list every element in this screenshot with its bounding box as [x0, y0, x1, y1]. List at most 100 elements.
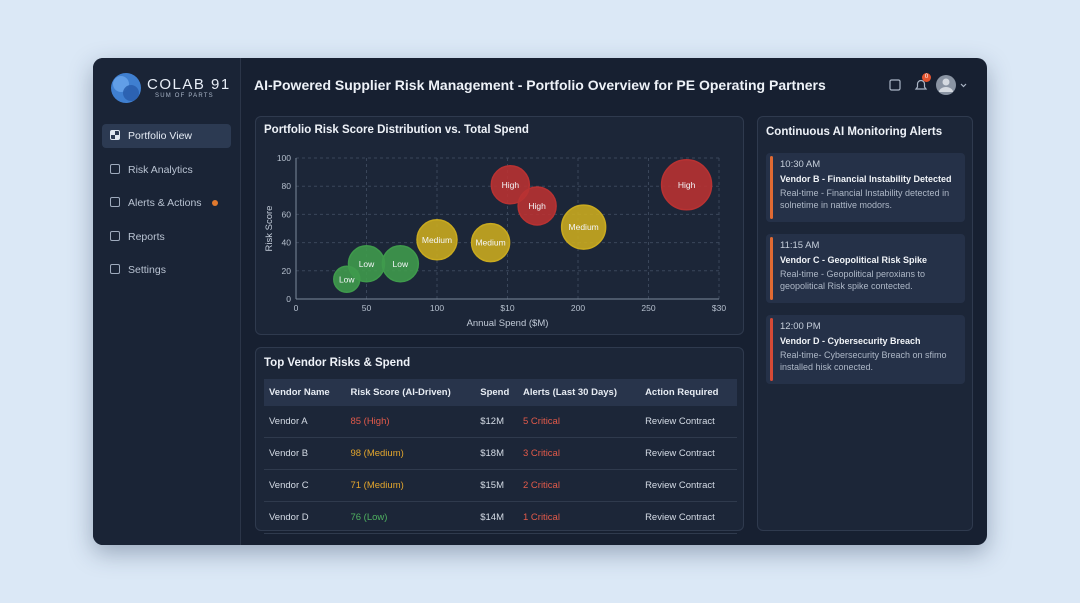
table-cell: Review Contract [640, 406, 737, 438]
alert-body: Real-time - Financial Instability detect… [780, 188, 950, 210]
table-cell: $12M [475, 406, 518, 438]
nav-label: Portfolio View [128, 130, 193, 142]
y-tick-label: 60 [282, 209, 292, 219]
nav-icon [110, 264, 120, 274]
nav-label: Reports [128, 230, 165, 243]
table-cell: Review Contract [640, 437, 737, 470]
nav-item[interactable]: Alerts & Actions [102, 191, 231, 215]
x-tick-label: 0 [294, 303, 299, 313]
bubble [416, 219, 458, 261]
bubble [381, 245, 420, 283]
nav-icon [110, 197, 120, 207]
x-tick-label: $30 [712, 303, 726, 313]
alert-card[interactable]: 10:30 AM Vendor B - Financial Instability… [766, 153, 965, 222]
alerts-panel: Continuous AI Monitoring Alerts 10:30 AM… [757, 116, 973, 531]
table-cell: 2 Critical [518, 469, 641, 502]
bubble [660, 159, 713, 211]
nav-item[interactable]: Risk Analytics [102, 158, 231, 182]
calendar-icon[interactable] [889, 79, 901, 91]
notification-badge: 0 [922, 73, 931, 82]
table-cell: $14M [475, 501, 518, 534]
alert-body: Real-time- Cybersecurity Breach on sfimo… [780, 350, 947, 372]
nav-label: Alerts & Actions [128, 197, 202, 209]
bubble-label: High [678, 180, 696, 190]
y-tick-label: 80 [282, 181, 292, 191]
column-header: Risk Score (AI-Driven) [345, 379, 476, 406]
bubble-label: Medium [422, 235, 452, 245]
menu-caret[interactable] [960, 83, 967, 88]
brand-name: COLAB 91 [147, 76, 231, 93]
nav-label: Risk Analytics [128, 163, 193, 176]
table-row: Vendor C 71 (Medium) $15M 2 Critical Review … [264, 469, 737, 502]
app-window: COLAB 91 SUM OF PARTS Portfolio View Risk… [93, 58, 987, 545]
bubble [560, 204, 607, 250]
table-cell: Vendor B [264, 437, 346, 470]
alert-time: 11:15 AM [780, 240, 820, 251]
table-cell: Vendor A [264, 406, 346, 438]
header-row: Vendor Name Risk Score (AI-Driven) Spend Al… [264, 379, 737, 406]
nav-item[interactable]: Reports [102, 225, 231, 249]
bubble [470, 222, 511, 263]
bubble-label: Medium [475, 238, 505, 248]
nav-icon [110, 230, 120, 241]
x-axis-label: Annual Spend ($M) [467, 318, 549, 329]
column-header: Alerts (Last 30 Days) [518, 379, 641, 406]
header-icons: 0 [888, 73, 978, 96]
x-tick-label: 50 [362, 303, 372, 313]
alert-title: Vendor D - Cybersecurity Breach [780, 336, 921, 346]
table-panel: Top Vendor Risks & Spend Vendor Name Risk… [255, 347, 744, 534]
table-row: Vendor A 85 (High) $12M 5 Critical Review Co… [264, 406, 737, 438]
header-icon-set [889, 75, 967, 95]
nav-item[interactable]: Settings [102, 258, 231, 282]
alert-title: Vendor C - Geopolitical Risk Spike [780, 255, 928, 265]
table-row: Vendor D 76 (Low) $14M 1 Critical Review Con… [264, 501, 737, 534]
bubble-label: Medium [569, 222, 599, 232]
bubble [490, 165, 531, 205]
chart-title: Portfolio Risk Score Distribution vs. To… [264, 124, 529, 136]
table-cell: 85 (High) [345, 406, 476, 438]
column-header: Spend [475, 379, 518, 406]
bubble-label: Low [339, 274, 355, 284]
table-body: Vendor A 85 (High) $12M 5 Critical Review Co… [264, 406, 737, 534]
column-header: Vendor Name [264, 379, 346, 406]
chart-panel: Portfolio Risk Score Distribution vs. To… [255, 116, 744, 335]
table-cell: $15M [475, 469, 518, 502]
bubble-label: Low [359, 259, 375, 269]
sidebar: COLAB 91 SUM OF PARTS Portfolio View Risk… [93, 58, 241, 545]
x-tick-label: 100 [430, 303, 444, 313]
y-tick-label: 0 [286, 294, 291, 304]
bell-icon[interactable] [914, 79, 928, 90]
nav-menu: Portfolio View Risk Analytics Alerts & Act… [102, 124, 231, 292]
vendor-table: Vendor Name Risk Score (AI-Driven) Spend Al… [264, 379, 737, 534]
alert-card[interactable]: 11:15 AM Vendor C - Geopolitical Risk Spi… [766, 234, 965, 303]
y-axis-label: Risk Score [264, 206, 275, 252]
table-title: Top Vendor Risks & Spend [264, 357, 411, 369]
table-cell: 71 (Medium) [345, 469, 476, 502]
bubble-chart: Portfolio Risk Score Distribution vs. To… [264, 124, 726, 329]
bubble-label: Low [393, 259, 409, 269]
x-tick-label: 250 [641, 303, 655, 313]
bubble-label: High [528, 201, 546, 211]
table-cell: 76 (Low) [345, 501, 476, 534]
nav-dot [212, 200, 218, 206]
table-cell: $18M [475, 437, 518, 470]
brand-tagline: SUM OF PARTS [155, 93, 214, 99]
logo [111, 73, 141, 103]
alert-card[interactable]: 12:00 PM Vendor D - Cybersecurity Breach R… [766, 315, 965, 384]
table-cell: Review Contract [640, 501, 737, 534]
alerts-title: Continuous AI Monitoring Alerts [766, 126, 943, 138]
column-header: Action Required [640, 379, 737, 406]
table-cell: 1 Critical [518, 501, 641, 534]
table-cell: 5 Critical [518, 406, 641, 438]
alert-time: 10:30 AM [780, 159, 821, 170]
alert-time: 12:00 PM [780, 321, 821, 332]
x-tick-label: 200 [571, 303, 585, 313]
table-cell: Vendor D [264, 501, 346, 534]
y-tick-label: 20 [282, 266, 292, 276]
nav-item[interactable]: Portfolio View [102, 124, 231, 148]
table-cell: 3 Critical [518, 437, 641, 470]
page-title: AI-Powered Supplier Risk Management - Po… [254, 77, 826, 93]
nav-icon [110, 130, 120, 140]
